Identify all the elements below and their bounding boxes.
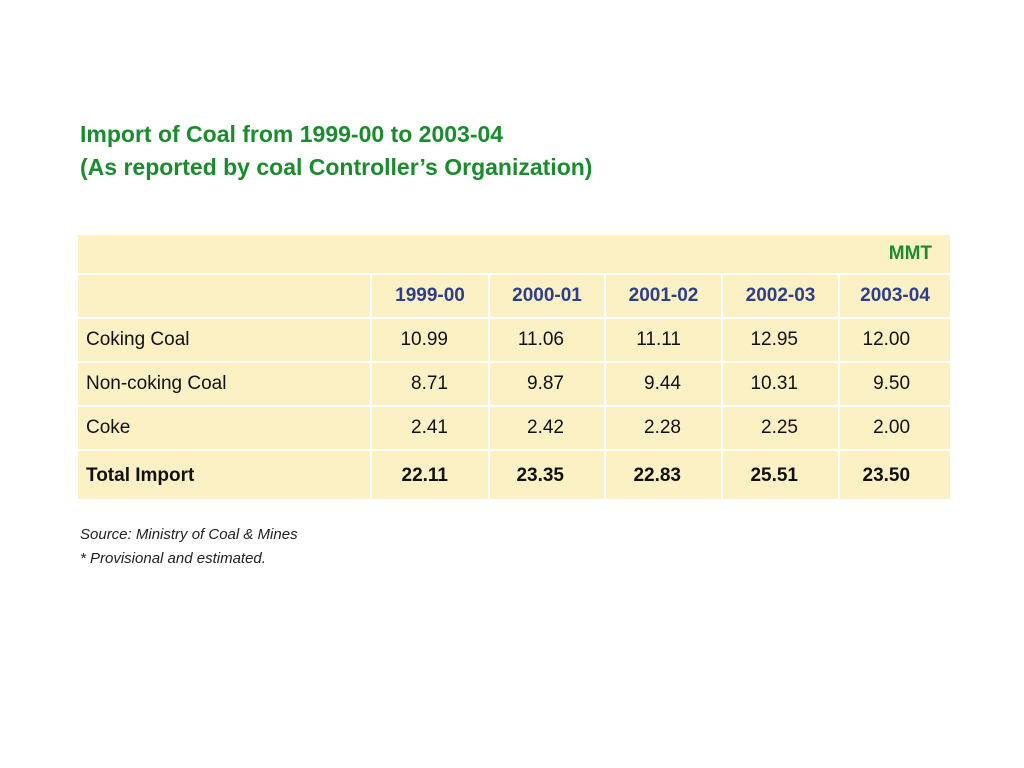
table-cell: 9.50 — [837, 361, 951, 407]
slide-title: Import of Coal from 1999-00 to 2003-04 (… — [80, 118, 592, 184]
column-header: 2000-01 — [488, 273, 606, 319]
table-cell: 10.99 — [370, 317, 490, 363]
column-header: 2002-03 — [721, 273, 840, 319]
row-label: Coking Coal — [78, 317, 372, 363]
table-row: Coking Coal 10.99 11.06 11.11 12.95 12.0… — [78, 317, 951, 363]
table-cell: 2.41 — [370, 405, 490, 451]
total-cell: 23.35 — [488, 449, 606, 501]
table-cell: 10.31 — [721, 361, 840, 407]
table-cell: 2.00 — [837, 405, 951, 451]
table-cell: 2.28 — [604, 405, 723, 451]
data-table: MMT 1999-00 2000-01 2001-02 2002-03 2003… — [78, 235, 951, 501]
total-row: Total Import 22.11 23.35 22.83 25.51 23.… — [78, 449, 951, 501]
total-cell: 23.50 — [837, 449, 951, 501]
source-note: Source: Ministry of Coal & Mines — [80, 526, 298, 543]
table-cell: 12.00 — [837, 317, 951, 363]
table-cell: 12.95 — [721, 317, 840, 363]
unit-label: MMT — [78, 235, 951, 275]
table-cell: 2.42 — [488, 405, 606, 451]
header-empty-cell — [78, 273, 372, 319]
table-cell: 2.25 — [721, 405, 840, 451]
table-cell: 11.11 — [604, 317, 723, 363]
table-cell: 9.87 — [488, 361, 606, 407]
row-label: Coke — [78, 405, 372, 451]
table-cell: 11.06 — [488, 317, 606, 363]
table-row: Non-coking Coal 8.71 9.87 9.44 10.31 9.5… — [78, 361, 951, 407]
total-label: Total Import — [78, 449, 372, 501]
total-cell: 25.51 — [721, 449, 840, 501]
row-label: Non-coking Coal — [78, 361, 372, 407]
table-cell: 8.71 — [370, 361, 490, 407]
column-header: 1999-00 — [370, 273, 490, 319]
table-notes: Source: Ministry of Coal & Mines * Provi… — [80, 523, 298, 571]
total-cell: 22.83 — [604, 449, 723, 501]
coal-import-table: MMT 1999-00 2000-01 2001-02 2002-03 2003… — [78, 235, 951, 501]
unit-row: MMT — [78, 235, 951, 275]
column-header: 2001-02 — [604, 273, 723, 319]
table-cell: 9.44 — [604, 361, 723, 407]
header-row: 1999-00 2000-01 2001-02 2002-03 2003-04 — [78, 273, 951, 319]
column-header: 2003-04 — [837, 273, 951, 319]
title-line-1: Import of Coal from 1999-00 to 2003-04 — [80, 121, 504, 147]
table-row: Coke 2.41 2.42 2.28 2.25 2.00 — [78, 405, 951, 451]
footnote: * Provisional and estimated. — [80, 550, 266, 567]
title-line-2: (As reported by coal Controller’s Organi… — [80, 154, 593, 180]
total-cell: 22.11 — [370, 449, 490, 501]
